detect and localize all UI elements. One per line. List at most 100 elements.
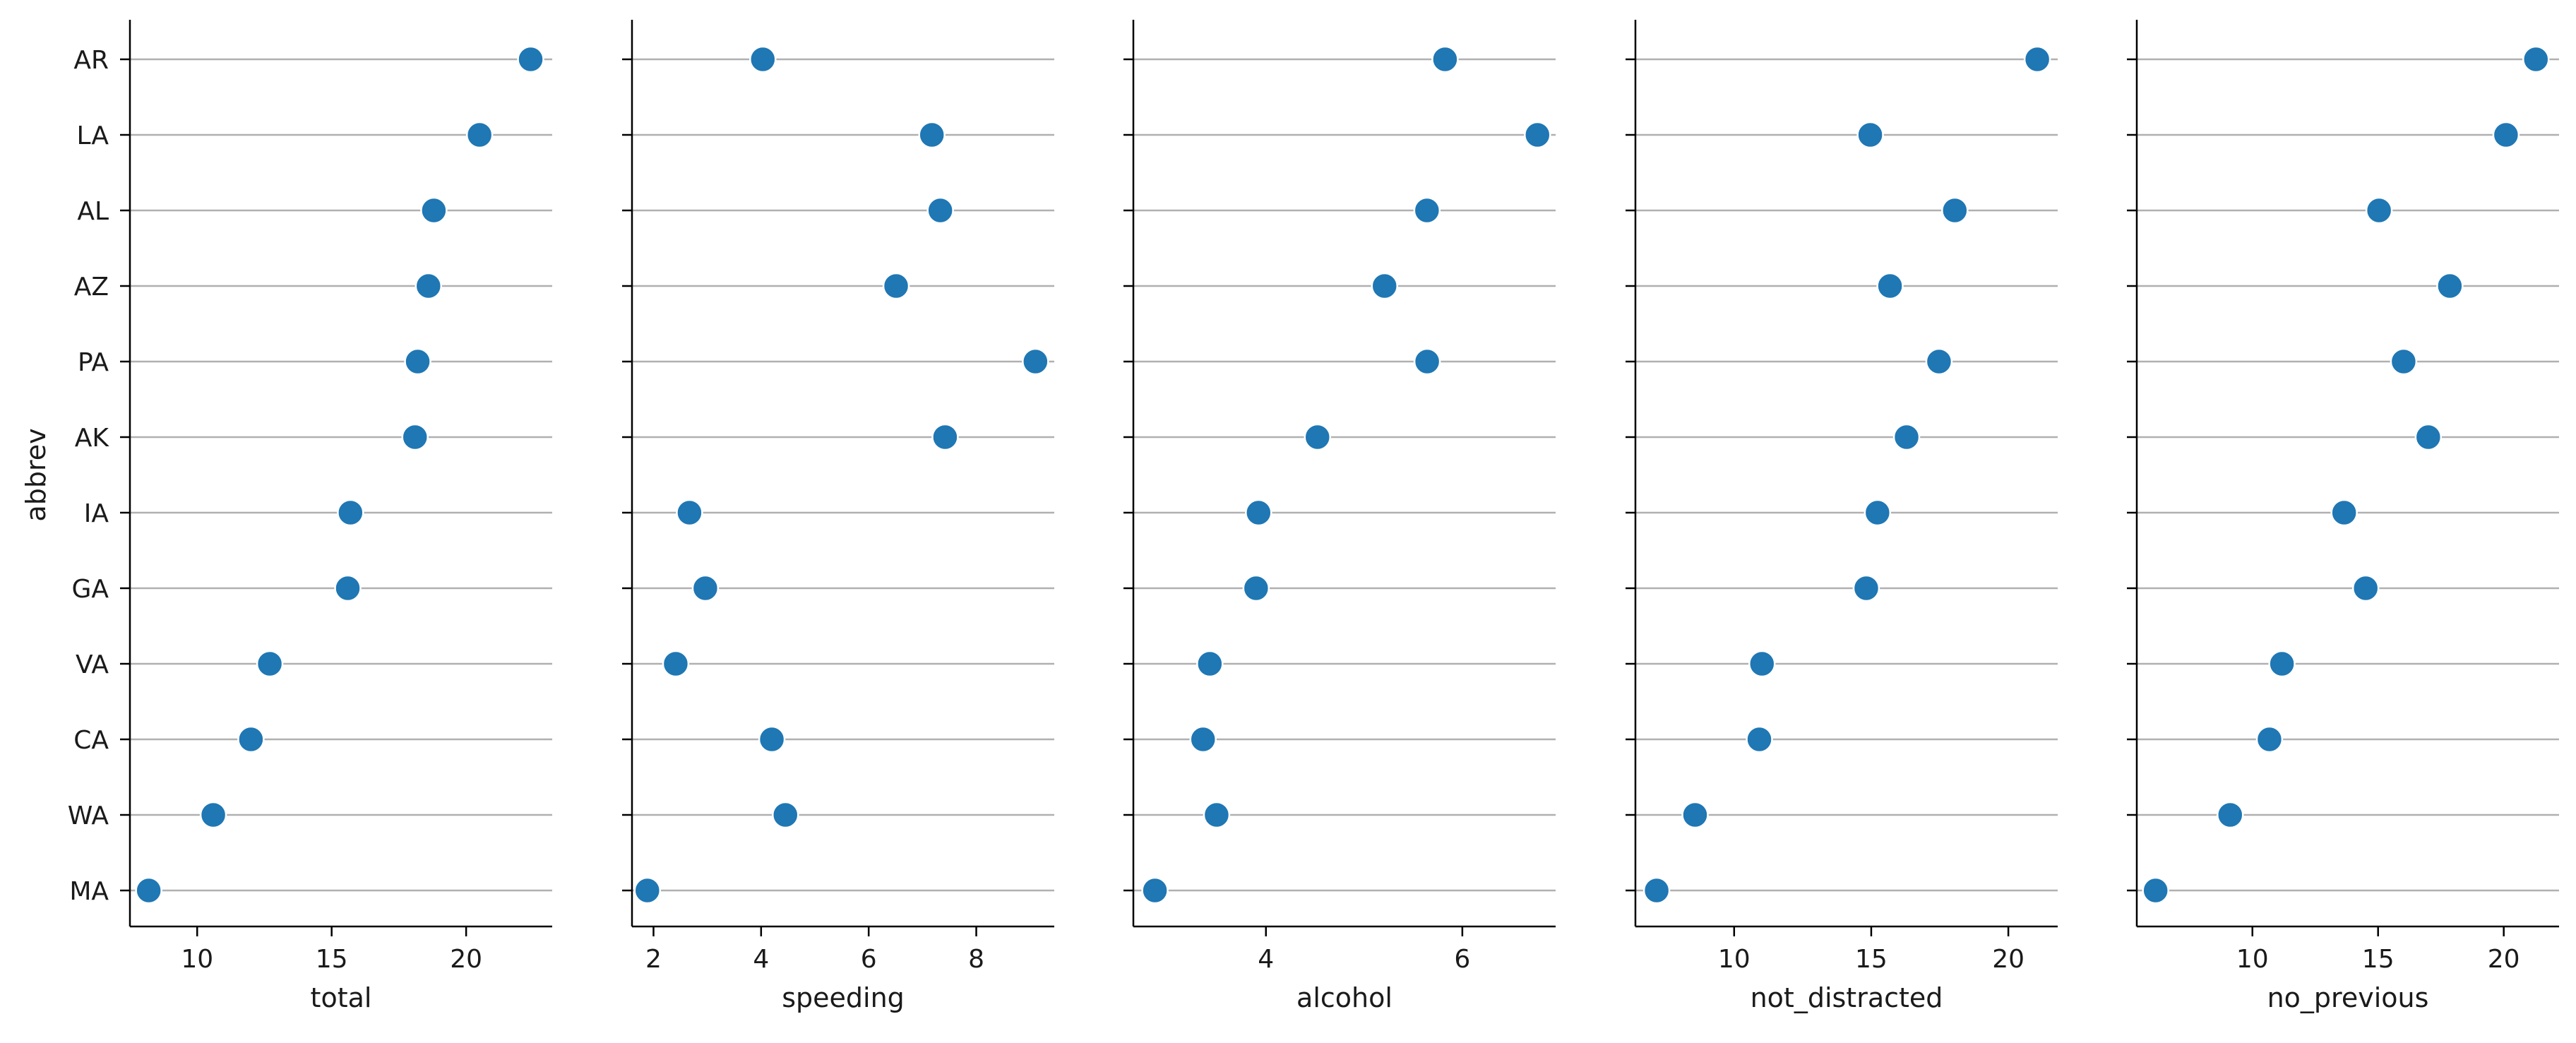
data-point-ia — [1245, 499, 1272, 527]
x-tick-label: 15 — [316, 945, 348, 974]
data-point-ar — [2023, 45, 2051, 73]
data-point-va — [662, 650, 690, 678]
panel-alcohol: 4 6 alcohol — [1123, 20, 1556, 1013]
panel-speeding: 2 4 6 8 speeding — [622, 20, 1054, 1013]
x-tick-label: 20 — [1992, 945, 2025, 974]
data-point-ak — [2414, 423, 2443, 451]
y-tick-label: AR — [73, 46, 109, 75]
panel-no-previous: 10 15 20 no_previous — [2127, 20, 2559, 1013]
data-point-la — [918, 121, 946, 149]
data-point-az — [1876, 272, 1904, 300]
x-tick-label: 6 — [861, 945, 877, 974]
panel-not-distracted: 10 15 20 not_distracted — [1626, 20, 2058, 1013]
x-tick-label: 4 — [753, 945, 769, 974]
data-point-va — [1748, 650, 1776, 678]
x-tick-label: 4 — [1258, 945, 1274, 974]
data-point-ma — [633, 876, 662, 905]
data-point-ca — [2255, 725, 2284, 753]
x-axis-title: speeding — [782, 982, 905, 1013]
y-tick-label: VA — [76, 650, 109, 679]
data-point-ga — [1852, 574, 1880, 602]
y-tick-label: WA — [68, 801, 109, 830]
data-point-ca — [758, 725, 786, 753]
data-point-va — [2268, 650, 2296, 678]
data-point-ar — [2522, 45, 2550, 73]
data-point-ga — [691, 574, 720, 602]
x-tick-label: 10 — [2236, 945, 2269, 974]
data-point-pa — [1925, 347, 1953, 376]
data-point-ia — [337, 499, 364, 527]
y-tick-label: MA — [69, 877, 109, 906]
x-axis-title: not_distracted — [1751, 982, 1943, 1013]
data-point-wa — [1203, 801, 1231, 829]
data-point-az — [2436, 272, 2464, 300]
data-point-ak — [931, 423, 959, 451]
data-point-pa — [1022, 347, 1049, 376]
data-point-pa — [404, 347, 431, 376]
y-tick-label: AZ — [74, 273, 109, 302]
data-point-va — [256, 650, 284, 678]
x-tick-label: 10 — [1718, 945, 1751, 974]
data-point-ca — [237, 725, 265, 753]
data-point-ma — [2142, 876, 2169, 905]
data-point-ak — [401, 423, 429, 451]
panel-total: AR LA AL AZ PA AK IA GA VA CA WA MA 10 15 20 total — [68, 20, 552, 1013]
data-point-al — [926, 196, 954, 225]
x-tick-label: 2 — [645, 945, 662, 974]
x-axis-title: no_previous — [2267, 982, 2429, 1013]
y-tick-label: LA — [76, 121, 109, 150]
x-tick-label: 10 — [181, 945, 213, 974]
data-point-la — [465, 121, 494, 149]
data-point-al — [1413, 196, 1441, 225]
y-tick-label: CA — [73, 726, 109, 755]
x-tick-label: 15 — [1855, 945, 1888, 974]
data-point-wa — [199, 801, 227, 829]
data-point-ca — [1189, 725, 1217, 753]
data-point-wa — [1681, 801, 1709, 829]
x-tick-label: 6 — [1454, 945, 1470, 974]
data-point-wa — [772, 801, 799, 829]
data-point-ar — [517, 45, 544, 73]
x-tick-label: 15 — [2362, 945, 2395, 974]
data-point-ca — [1746, 725, 1773, 753]
data-point-ma — [1642, 876, 1671, 905]
y-tick-label: AK — [75, 424, 110, 453]
data-point-ar — [749, 45, 777, 73]
data-point-va — [1196, 650, 1224, 678]
data-point-az — [415, 272, 443, 300]
data-point-ga — [2351, 574, 2380, 602]
y-axis-title: abbrev — [20, 428, 52, 521]
data-point-la — [2492, 121, 2520, 149]
x-axis-title: alcohol — [1296, 982, 1393, 1013]
data-point-ak — [1304, 423, 1332, 451]
data-point-ma — [135, 876, 162, 905]
data-point-ga — [1242, 574, 1270, 602]
data-point-pa — [2390, 347, 2418, 376]
data-point-az — [1371, 272, 1398, 300]
data-point-la — [1856, 121, 1884, 149]
data-point-pa — [1413, 347, 1441, 376]
data-point-ar — [1431, 45, 1459, 73]
y-tick-label: GA — [71, 575, 109, 604]
y-tick-label: PA — [78, 348, 109, 377]
data-point-al — [2365, 196, 2393, 225]
data-point-ia — [2330, 499, 2358, 527]
y-tick-label: IA — [84, 499, 109, 528]
x-tick-label: 8 — [968, 945, 984, 974]
data-point-wa — [2217, 801, 2244, 829]
data-point-la — [1524, 121, 1551, 149]
data-point-ia — [676, 499, 703, 527]
data-point-ak — [1892, 423, 1921, 451]
y-tick-label: AL — [77, 197, 109, 226]
data-point-az — [882, 272, 910, 300]
data-point-al — [420, 196, 448, 225]
x-tick-label: 20 — [450, 945, 482, 974]
data-point-al — [1941, 196, 1969, 225]
x-tick-label: 20 — [2488, 945, 2520, 974]
x-axis-title: total — [311, 982, 372, 1013]
data-point-ma — [1141, 876, 1169, 905]
data-point-ia — [1864, 499, 1892, 527]
data-point-ga — [334, 574, 362, 602]
